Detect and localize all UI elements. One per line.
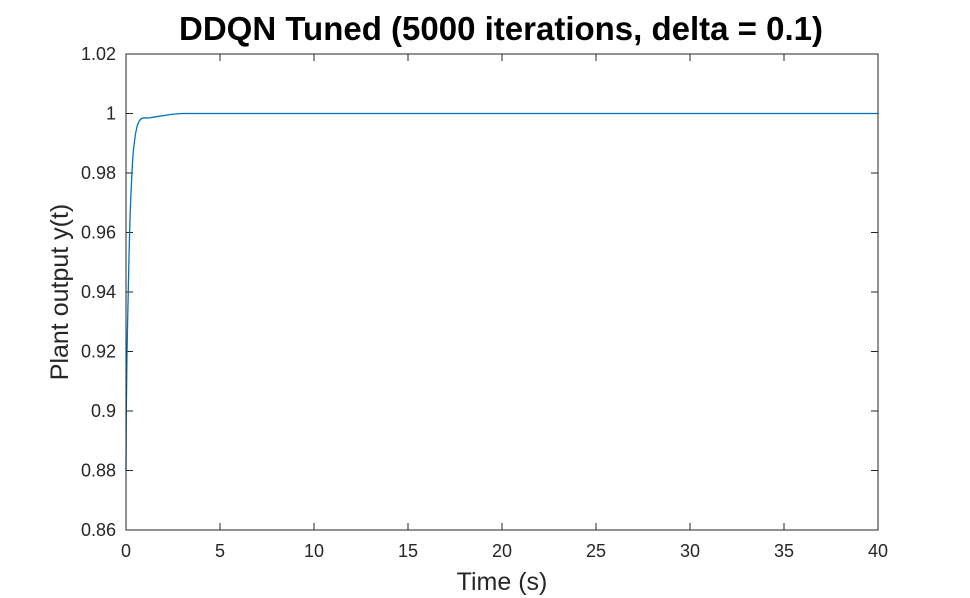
y-tick-label-5: 0.96 (81, 223, 116, 243)
series-line-0 (125, 112, 878, 471)
x-tick-label-5: 25 (586, 541, 606, 561)
y-tick-label-4: 0.94 (81, 282, 116, 302)
y-tick-label-2: 0.9 (91, 401, 116, 421)
x-tick-label-4: 20 (492, 541, 512, 561)
axes-box (125, 53, 879, 531)
y-tick-label-0: 0.86 (81, 520, 116, 540)
x-tick-label-8: 40 (868, 541, 888, 561)
x-tick-label-2: 10 (304, 541, 324, 561)
y-tick-label-7: 1 (106, 104, 116, 124)
chart-title: DDQN Tuned (5000 iterations, delta = 0.1… (179, 10, 823, 47)
y-tick-label-3: 0.92 (81, 342, 116, 362)
x-tick-label-3: 15 (398, 541, 418, 561)
x-axis-label: Time (s) (457, 568, 548, 596)
y-tick-label-6: 0.98 (81, 163, 116, 183)
y-axis-label: Plant output y(t) (46, 204, 74, 380)
plot-area (125, 112, 878, 471)
y-tick-label-1: 0.88 (81, 461, 116, 481)
x-tick-label-0: 0 (121, 541, 131, 561)
x-tick-label-1: 5 (215, 541, 225, 561)
x-tick-label-7: 35 (774, 541, 794, 561)
x-tick-label-6: 30 (680, 541, 700, 561)
ticks: 0 5 10 15 20 25 30 35 40 0.86 0.88 0.9 0.92 0.94 0.96 0… (81, 44, 888, 561)
y-tick-label-8: 1.02 (81, 44, 116, 64)
